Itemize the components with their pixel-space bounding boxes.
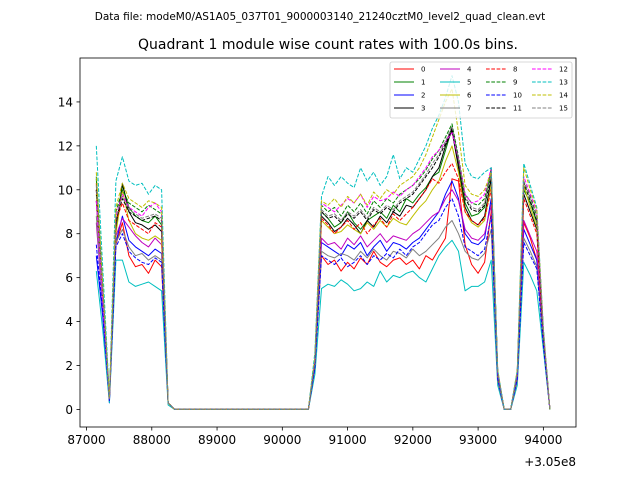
x-tick-label: 89000 xyxy=(198,433,236,447)
y-tick-label: 2 xyxy=(65,359,73,373)
legend-label-9: 9 xyxy=(513,79,517,87)
legend-label-2: 2 xyxy=(421,92,425,100)
legend-label-5: 5 xyxy=(467,79,471,87)
series-line-13 xyxy=(95,75,551,410)
series-line-12 xyxy=(95,132,551,410)
x-tick-label: 87000 xyxy=(67,433,105,447)
y-tick-label: 4 xyxy=(65,315,73,329)
legend-label-10: 10 xyxy=(513,92,522,100)
y-tick-label: 8 xyxy=(65,227,73,241)
y-tick-label: 0 xyxy=(65,403,73,417)
y-tick-label: 12 xyxy=(58,139,73,153)
series-line-15 xyxy=(95,125,551,410)
x-tick-label: 92000 xyxy=(394,433,432,447)
x-tick-label: 94000 xyxy=(524,433,562,447)
x-tick-label: 90000 xyxy=(263,433,301,447)
legend-label-15: 15 xyxy=(559,105,568,113)
chart-title: Quadrant 1 module wise count rates with … xyxy=(138,37,518,53)
legend-label-13: 13 xyxy=(559,79,568,87)
legend-label-12: 12 xyxy=(559,66,568,74)
series-line-10 xyxy=(95,198,551,410)
x-tick-label: 88000 xyxy=(133,433,171,447)
x-tick-label: 91000 xyxy=(328,433,366,447)
legend-label-14: 14 xyxy=(559,92,568,100)
series-lines xyxy=(95,75,551,410)
x-axis-offset-label: +3.05e8 xyxy=(524,455,576,469)
legend-label-11: 11 xyxy=(513,105,522,113)
legend-frame xyxy=(389,61,573,119)
series-line-5 xyxy=(95,239,551,410)
series-line-14 xyxy=(95,88,551,410)
y-tick-label: 10 xyxy=(58,183,73,197)
legend-label-7: 7 xyxy=(467,105,471,113)
axes-frame xyxy=(79,57,577,428)
legend-label-1: 1 xyxy=(421,79,425,87)
suptitle: Data file: modeM0/AS1A05_037T01_90000031… xyxy=(95,11,546,23)
legend-label-0: 0 xyxy=(421,66,425,74)
y-tick-label: 6 xyxy=(65,271,73,285)
y-tick-label: 14 xyxy=(58,95,73,109)
x-tick-label: 93000 xyxy=(459,433,497,447)
legend-label-6: 6 xyxy=(467,92,472,100)
legend-label-8: 8 xyxy=(513,66,517,74)
plot-area: 87000 88000 89000 90000 91000 92000 93000 94000… xyxy=(58,57,577,447)
legend-label-3: 3 xyxy=(421,105,425,113)
legend-label-4: 4 xyxy=(467,66,472,74)
